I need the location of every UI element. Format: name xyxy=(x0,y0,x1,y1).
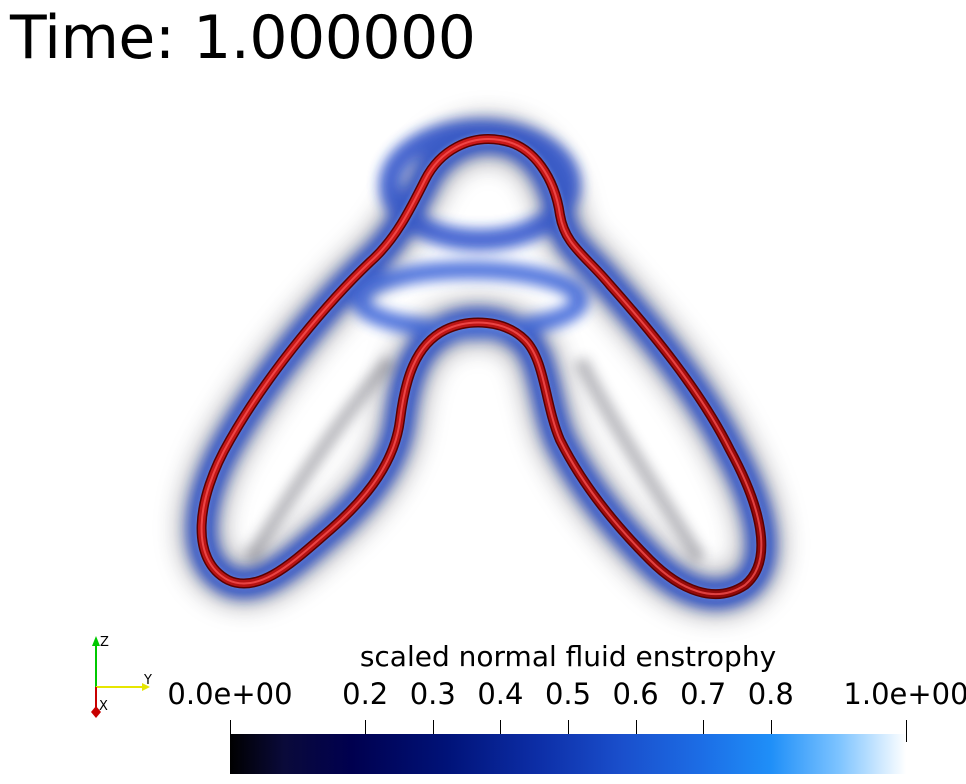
colorbar-tick xyxy=(365,720,367,742)
colorbar xyxy=(230,734,906,774)
colorbar-title: scaled normal fluid enstrophy xyxy=(359,640,777,673)
colorbar-tick xyxy=(906,720,907,742)
colorbar-tick-label: 0.2 xyxy=(342,677,389,711)
colorbar-tick xyxy=(230,720,231,742)
colorbar-tick xyxy=(500,720,502,742)
colorbar-tick xyxy=(770,720,772,742)
colorbar-tick xyxy=(432,720,434,742)
colorbar-tick xyxy=(635,720,637,742)
colorbar-tick xyxy=(703,720,705,742)
colorbar-tick xyxy=(568,720,569,742)
y-axis-arrow-icon xyxy=(142,683,150,691)
colorbar-tick-label: 1.0e+00 xyxy=(843,677,966,711)
orientation-axes-widget: Z Y X xyxy=(91,635,152,718)
x-axis-arrow-icon xyxy=(91,706,101,718)
colorbar-tick-label: 0.8 xyxy=(747,677,794,711)
time-title: Time: 1.000000 xyxy=(10,3,476,73)
colorbar-tick-label: 0.0e+00 xyxy=(167,677,293,711)
colorbar-tick-label: 0.6 xyxy=(612,677,659,711)
vortex-line-highlight xyxy=(200,138,763,595)
colorbar-tick-label: 0.4 xyxy=(477,677,524,711)
colorbar-tick-label: 0.3 xyxy=(409,677,456,711)
z-axis-label: Z xyxy=(100,635,109,650)
enstrophy-streaks xyxy=(244,355,706,564)
colorbar-tick-label: 0.5 xyxy=(544,677,592,711)
z-axis-arrow-icon xyxy=(92,636,100,646)
y-axis-label: Y xyxy=(143,673,152,688)
colorbar-tick-label: 0.7 xyxy=(680,677,727,711)
x-axis-label: X xyxy=(99,699,108,714)
